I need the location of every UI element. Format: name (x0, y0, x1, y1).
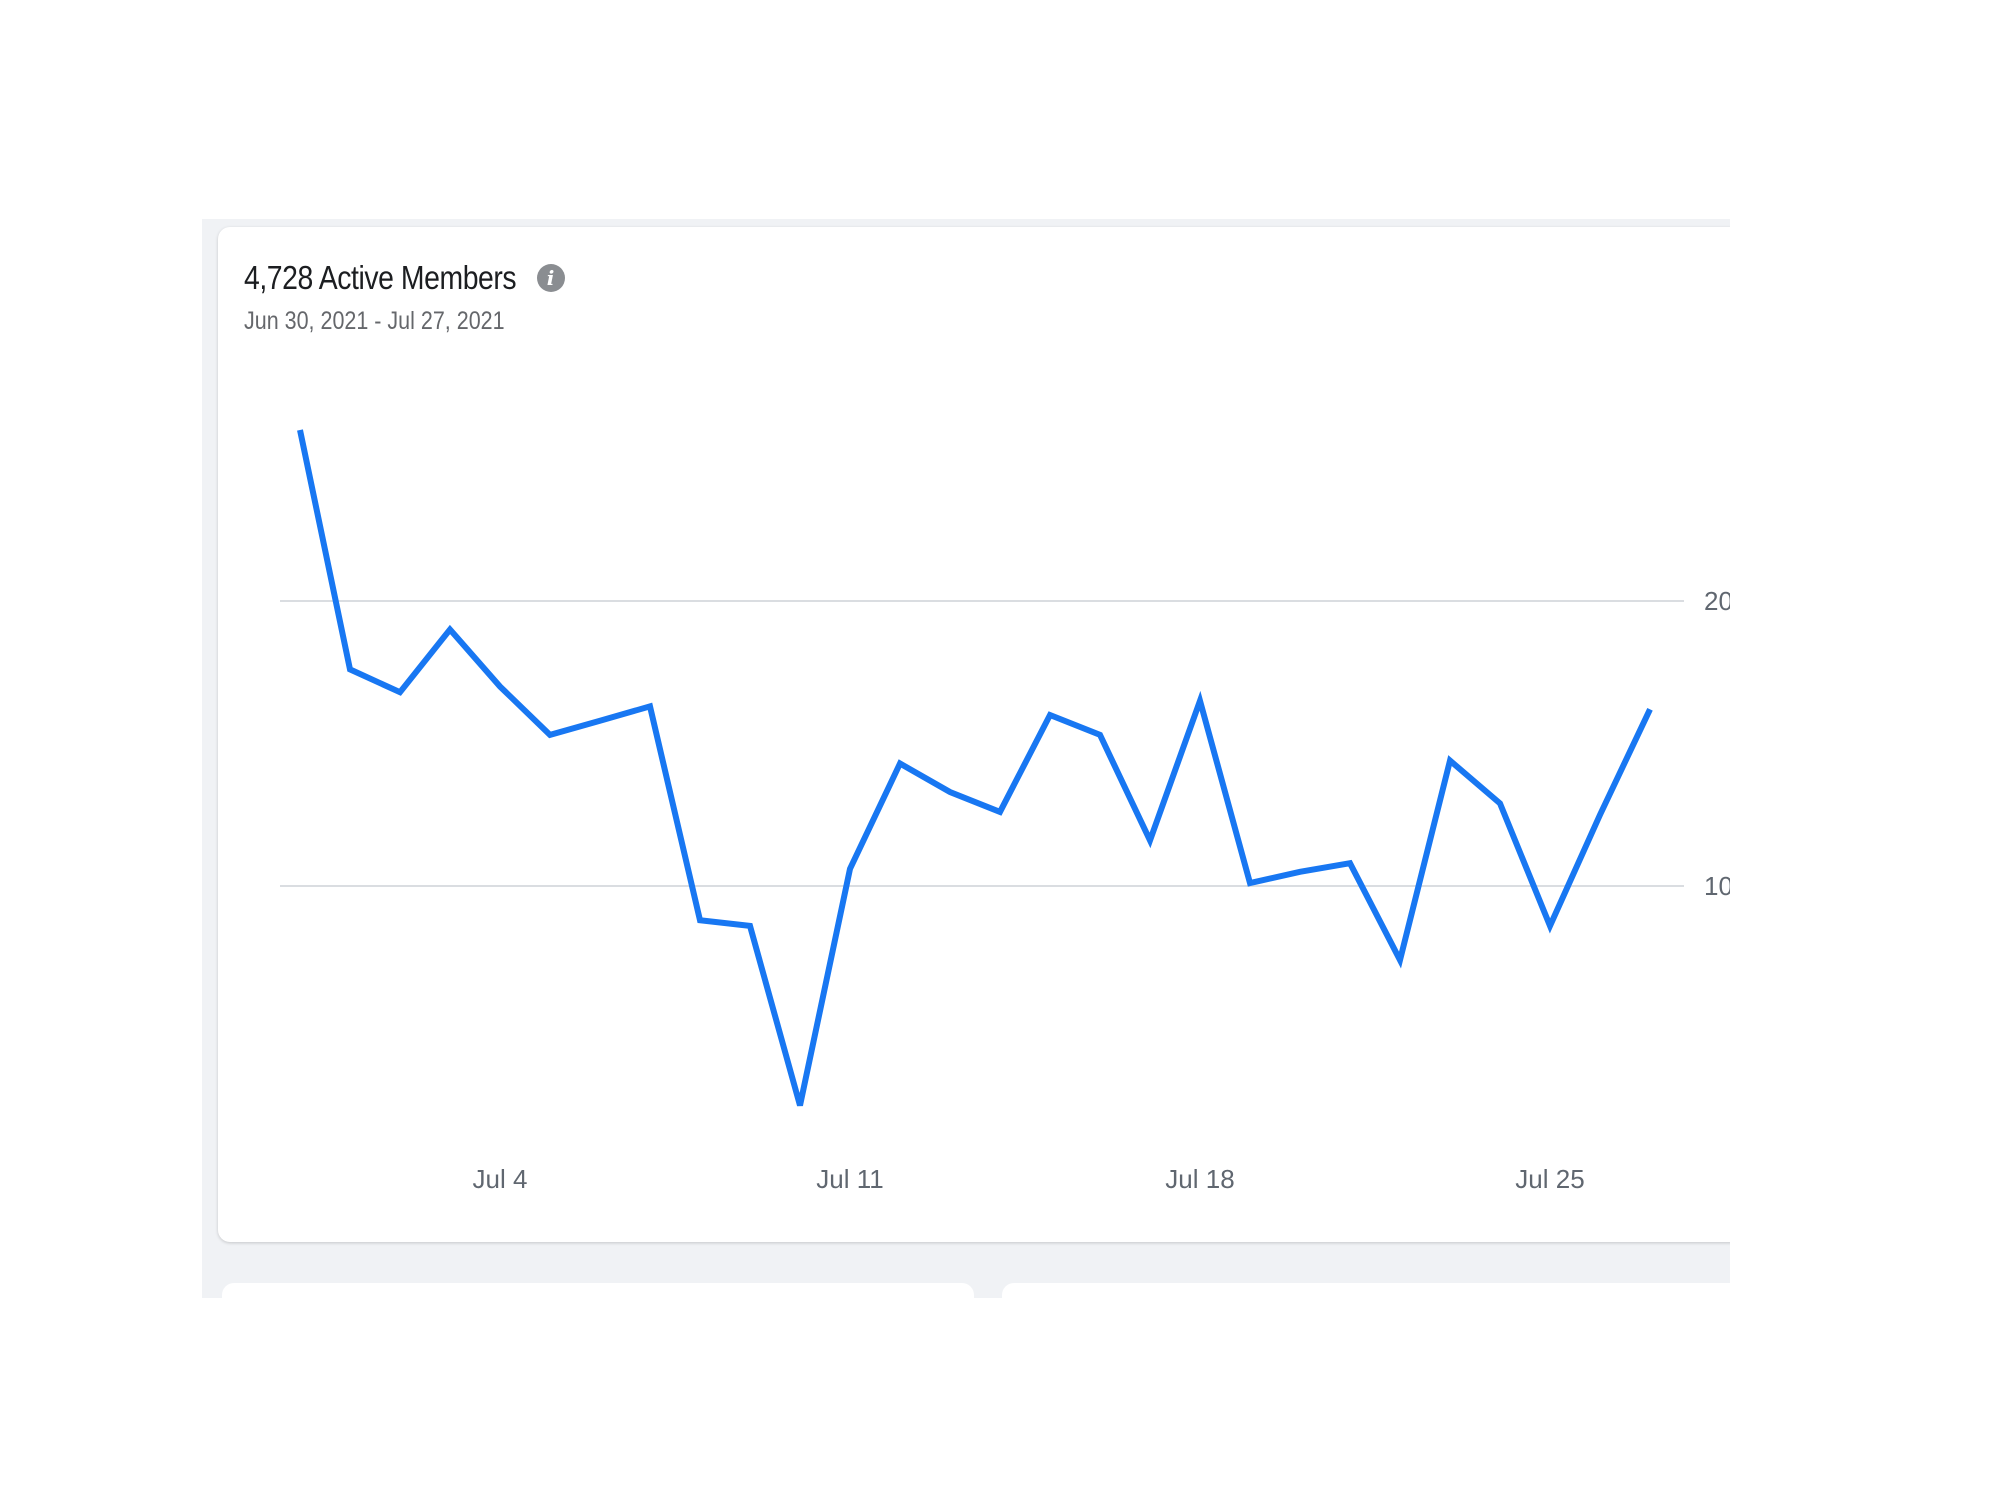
x-tick-label: Jul 4 (473, 1164, 528, 1194)
chart-viewport: 100 200 Jul 4 Jul 11 Jul 18 Jul 25 4,728 Act… (202, 219, 1730, 1298)
active-members-card: 100 200 Jul 4 Jul 11 Jul 18 Jul 25 4,728 Act… (218, 227, 1730, 1242)
next-card-right (1002, 1283, 1730, 1298)
y-axis-labels: 100 200 (1704, 586, 1730, 901)
title-row: 4,728 Active Members i (244, 259, 565, 297)
card-title: 4,728 Active Members (244, 259, 517, 296)
info-icon[interactable]: i (536, 264, 565, 292)
card-header: 4,728 Active Members i Jun 30, 2021 - Ju… (244, 259, 565, 336)
grid-layer (280, 600, 1684, 887)
next-card-left (222, 1283, 974, 1298)
x-axis-labels: Jul 4 Jul 11 Jul 18 Jul 25 (473, 1164, 1585, 1194)
y-tick-label: 100 (1704, 871, 1730, 901)
line-chart: 100 200 Jul 4 Jul 11 Jul 18 Jul 25 (280, 429, 1730, 1194)
y-tick-label: 200 (1704, 586, 1730, 616)
x-tick-label: Jul 11 (816, 1164, 883, 1194)
date-range: Jun 30, 2021 - Jul 27, 2021 (244, 307, 505, 335)
series-line-active-members (297, 429, 1653, 1107)
series-line-layer (297, 429, 1653, 1107)
x-tick-label: Jul 18 (1165, 1164, 1234, 1194)
x-tick-label: Jul 25 (1515, 1164, 1584, 1194)
